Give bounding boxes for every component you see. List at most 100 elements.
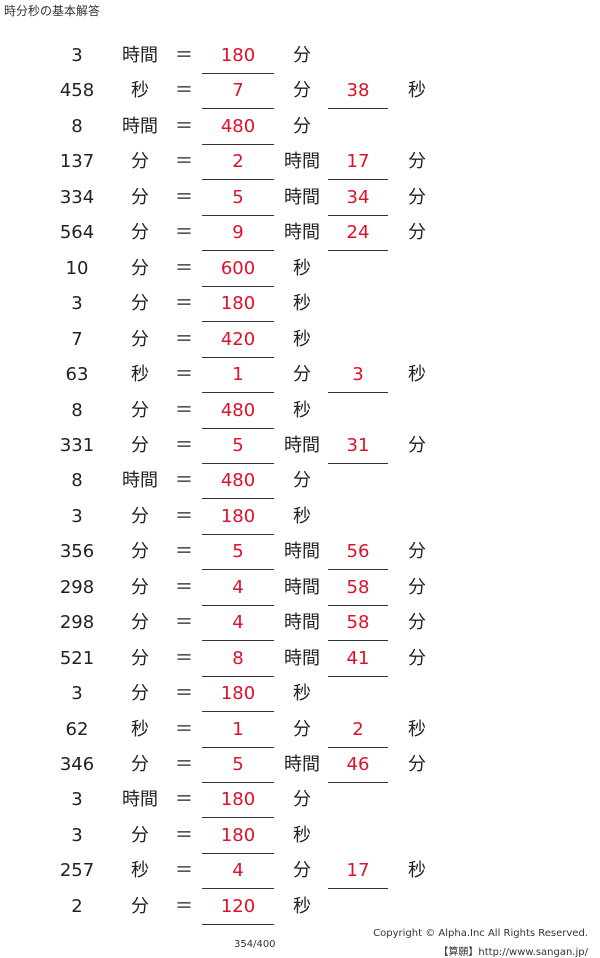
question-number: 3 <box>71 683 83 705</box>
answer-row: 298 分 ＝ 4 時間 58 分 <box>0 605 600 642</box>
answer-value: 5 <box>232 186 244 208</box>
second-answer-underline <box>328 604 388 606</box>
second-answer-value: 34 <box>346 186 370 208</box>
answer-unit: 分 <box>293 718 311 740</box>
question-number: 356 <box>59 541 95 563</box>
answer-value: 5 <box>232 754 244 775</box>
answer-row: 458 秒 ＝ 7 分 38 秒 <box>0 73 600 110</box>
second-answer-value: 41 <box>346 647 370 669</box>
question-number: 8 <box>71 115 83 137</box>
answer-row: 356 分 ＝ 5 時間 56 分 <box>0 534 600 571</box>
answer-row: 3 分 ＝ 180 秒 <box>0 499 600 535</box>
question-unit: 秒 <box>131 718 149 740</box>
second-answer-unit: 分 <box>408 612 426 634</box>
second-answer-underline <box>328 179 388 181</box>
question-number: 458 <box>59 80 95 102</box>
answer-value: 4 <box>232 612 244 634</box>
equals-sign: ＝ <box>175 505 193 527</box>
answer-row: 62 秒 ＝ 1 分 2 秒 <box>0 712 600 748</box>
answer-underline <box>202 782 274 783</box>
equals-sign: ＝ <box>175 470 193 492</box>
question-unit: 秒 <box>131 364 149 386</box>
answer-underline <box>202 675 274 677</box>
second-answer-value: 56 <box>346 541 370 563</box>
question-unit: 分 <box>131 754 149 775</box>
answer-unit: 時間 <box>284 612 320 634</box>
question-number: 331 <box>59 434 95 456</box>
second-answer-unit: 分 <box>408 647 426 669</box>
equals-sign: ＝ <box>175 293 193 315</box>
question-unit: 分 <box>131 505 149 527</box>
second-answer-value: 24 <box>346 222 370 244</box>
second-answer-unit: 分 <box>408 186 426 208</box>
question-number: 10 <box>65 257 89 279</box>
equals-sign: ＝ <box>175 612 193 634</box>
question-number: 298 <box>59 576 95 598</box>
second-answer-value: 31 <box>346 434 370 456</box>
answer-value: 120 <box>220 895 256 917</box>
answer-underline <box>202 817 274 819</box>
answer-row: 257 秒 ＝ 4 分 17 秒 <box>0 853 600 890</box>
question-unit: 分 <box>131 612 149 634</box>
second-answer-unit: 分 <box>408 576 426 598</box>
question-unit: 分 <box>131 328 149 350</box>
equals-sign: ＝ <box>175 364 193 386</box>
answer-unit: 時間 <box>284 754 320 775</box>
answer-value: 1 <box>232 718 244 740</box>
answer-row: 346 分 ＝ 5 時間 46 分 <box>0 747 600 783</box>
answer-value: 420 <box>220 328 256 350</box>
answer-row: 8 時間 ＝ 480 分 <box>0 463 600 500</box>
question-number: 2 <box>71 895 83 917</box>
answer-row: 3 分 ＝ 180 秒 <box>0 286 600 323</box>
second-answer-value: 38 <box>346 80 370 102</box>
question-number: 3 <box>71 789 83 811</box>
page-title: 時分秒の基本解答 <box>4 4 101 18</box>
answer-underline <box>202 285 274 287</box>
answer-underline <box>202 356 274 358</box>
question-unit: 分 <box>131 895 149 917</box>
equals-sign: ＝ <box>175 824 193 846</box>
second-answer-value: 3 <box>352 364 364 386</box>
question-unit: 時間 <box>122 470 158 492</box>
answer-unit: 分 <box>293 860 311 882</box>
answer-row: 3 時間 ＝ 180 分 <box>0 38 600 74</box>
question-unit: 分 <box>131 824 149 846</box>
question-unit: 秒 <box>131 860 149 882</box>
equals-sign: ＝ <box>175 328 193 350</box>
copyright-text: Copyright © Alpha.Inc All Rights Reserve… <box>373 928 588 939</box>
answer-underline <box>202 533 274 535</box>
question-unit: 分 <box>131 434 149 456</box>
answer-underline <box>202 888 274 890</box>
answer-row: 298 分 ＝ 4 時間 58 分 <box>0 570 600 606</box>
equals-sign: ＝ <box>175 434 193 456</box>
question-number: 521 <box>59 647 95 669</box>
question-unit: 時間 <box>122 45 158 66</box>
page-number: 354/400 <box>234 939 276 950</box>
question-unit: 分 <box>131 257 149 279</box>
second-answer-underline <box>328 214 388 216</box>
answer-unit: 分 <box>293 364 311 386</box>
answer-value: 180 <box>220 683 256 705</box>
answer-value: 5 <box>232 434 244 456</box>
answer-row: 331 分 ＝ 5 時間 31 分 <box>0 428 600 464</box>
answer-value: 1 <box>232 364 244 386</box>
question-unit: 分 <box>131 293 149 315</box>
answer-unit: 時間 <box>284 576 320 598</box>
answer-underline <box>202 852 274 854</box>
answer-row: 2 分 ＝ 120 秒 <box>0 889 600 925</box>
question-unit: 分 <box>131 541 149 563</box>
question-number: 3 <box>71 45 83 66</box>
question-unit: 分 <box>131 186 149 208</box>
question-number: 298 <box>59 612 95 634</box>
answer-unit: 分 <box>293 45 311 66</box>
second-answer-unit: 秒 <box>408 364 426 386</box>
question-number: 7 <box>71 328 83 350</box>
site-link[interactable]: 【算願】http://www.sangan.jp/ <box>438 947 588 958</box>
question-number: 564 <box>59 222 95 244</box>
equals-sign: ＝ <box>175 754 193 775</box>
answer-value: 5 <box>232 541 244 563</box>
equals-sign: ＝ <box>175 718 193 740</box>
equals-sign: ＝ <box>175 257 193 279</box>
answer-underline <box>202 746 274 748</box>
answer-unit: 秒 <box>293 257 311 279</box>
